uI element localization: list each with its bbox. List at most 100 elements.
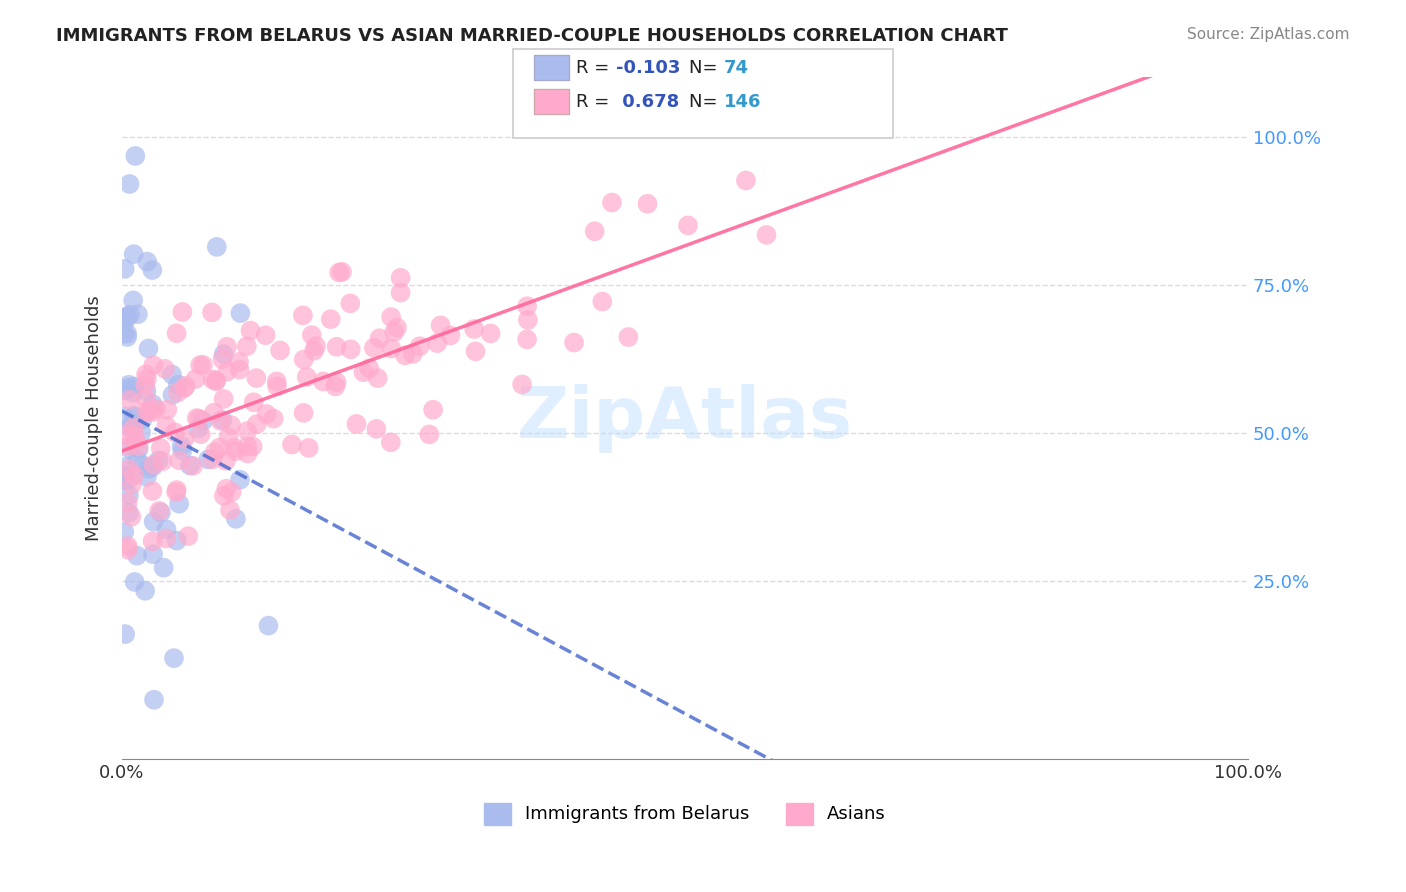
Point (224, 441, 246, 455)
Point (160, 368, 183, 382)
Point (366, 422, 388, 436)
Point (114, 261, 136, 276)
Point (510, 377, 533, 392)
Point (269, 343, 291, 358)
Point (402, 347, 425, 361)
Point (117, 542, 139, 557)
Point (236, 339, 259, 353)
Point (156, 402, 179, 417)
Point (211, 352, 233, 367)
Point (301, 328, 323, 343)
Point (600, 195, 623, 210)
Point (149, 442, 172, 456)
Point (339, 296, 361, 310)
Point (124, 379, 146, 393)
Point (152, 560, 174, 574)
Point (166, 326, 188, 341)
Point (135, 392, 157, 406)
Point (212, 347, 235, 361)
Text: -0.103: -0.103 (616, 59, 681, 77)
Point (155, 418, 177, 433)
Point (409, 339, 432, 353)
Point (291, 309, 314, 323)
Point (145, 401, 167, 416)
Point (124, 434, 146, 449)
Point (163, 651, 186, 665)
Point (117, 381, 139, 395)
Point (115, 326, 138, 341)
Point (266, 379, 288, 393)
Point (121, 385, 143, 400)
Point (330, 265, 353, 279)
Point (143, 692, 166, 706)
Point (385, 320, 408, 334)
Point (190, 427, 212, 442)
Point (295, 370, 318, 384)
Point (167, 385, 190, 400)
Point (292, 406, 315, 420)
Point (422, 402, 444, 417)
Point (516, 299, 538, 313)
Point (380, 342, 402, 356)
Point (218, 430, 240, 444)
Point (114, 310, 136, 324)
Point (166, 533, 188, 548)
Point (256, 407, 278, 421)
Point (118, 377, 141, 392)
Point (117, 439, 139, 453)
Point (302, 343, 325, 358)
Point (368, 331, 391, 345)
Point (242, 439, 264, 453)
Point (617, 330, 640, 344)
Point (114, 627, 136, 641)
Point (142, 458, 165, 472)
Point (135, 384, 157, 399)
Point (359, 361, 381, 376)
Point (463, 322, 485, 336)
Point (142, 459, 165, 474)
Point (136, 254, 159, 268)
Point (134, 583, 156, 598)
Point (174, 379, 197, 393)
Point (115, 330, 138, 344)
Point (346, 417, 368, 431)
Point (735, 173, 758, 187)
Point (138, 462, 160, 476)
Point (242, 395, 264, 409)
Text: ZipAtlas: ZipAtlas (517, 384, 853, 453)
Point (418, 427, 440, 442)
Point (188, 411, 211, 425)
Point (236, 424, 259, 438)
Point (122, 409, 145, 424)
Point (142, 358, 165, 372)
Point (201, 372, 224, 386)
Point (166, 483, 188, 497)
Point (246, 417, 269, 431)
Point (177, 529, 200, 543)
Point (188, 358, 211, 372)
Point (142, 397, 165, 411)
Point (191, 358, 214, 372)
Point (325, 340, 347, 354)
Point (112, 326, 135, 341)
Point (439, 328, 461, 343)
Point (228, 362, 250, 376)
Point (135, 367, 157, 381)
Point (117, 427, 139, 442)
Point (124, 428, 146, 442)
Point (120, 509, 142, 524)
Point (254, 328, 277, 343)
Point (121, 477, 143, 491)
Point (118, 506, 141, 520)
Point (257, 618, 280, 632)
Point (118, 177, 141, 191)
Point (117, 310, 139, 324)
Point (298, 441, 321, 455)
Legend: Immigrants from Belarus, Asians: Immigrants from Belarus, Asians (477, 796, 893, 831)
Point (117, 539, 139, 553)
Text: IMMIGRANTS FROM BELARUS VS ASIAN MARRIED-COUPLE HOUSEHOLDS CORRELATION CHART: IMMIGRANTS FROM BELARUS VS ASIAN MARRIED… (56, 27, 1008, 45)
Point (127, 307, 149, 321)
Point (124, 409, 146, 423)
Point (186, 411, 208, 425)
Point (217, 365, 239, 379)
